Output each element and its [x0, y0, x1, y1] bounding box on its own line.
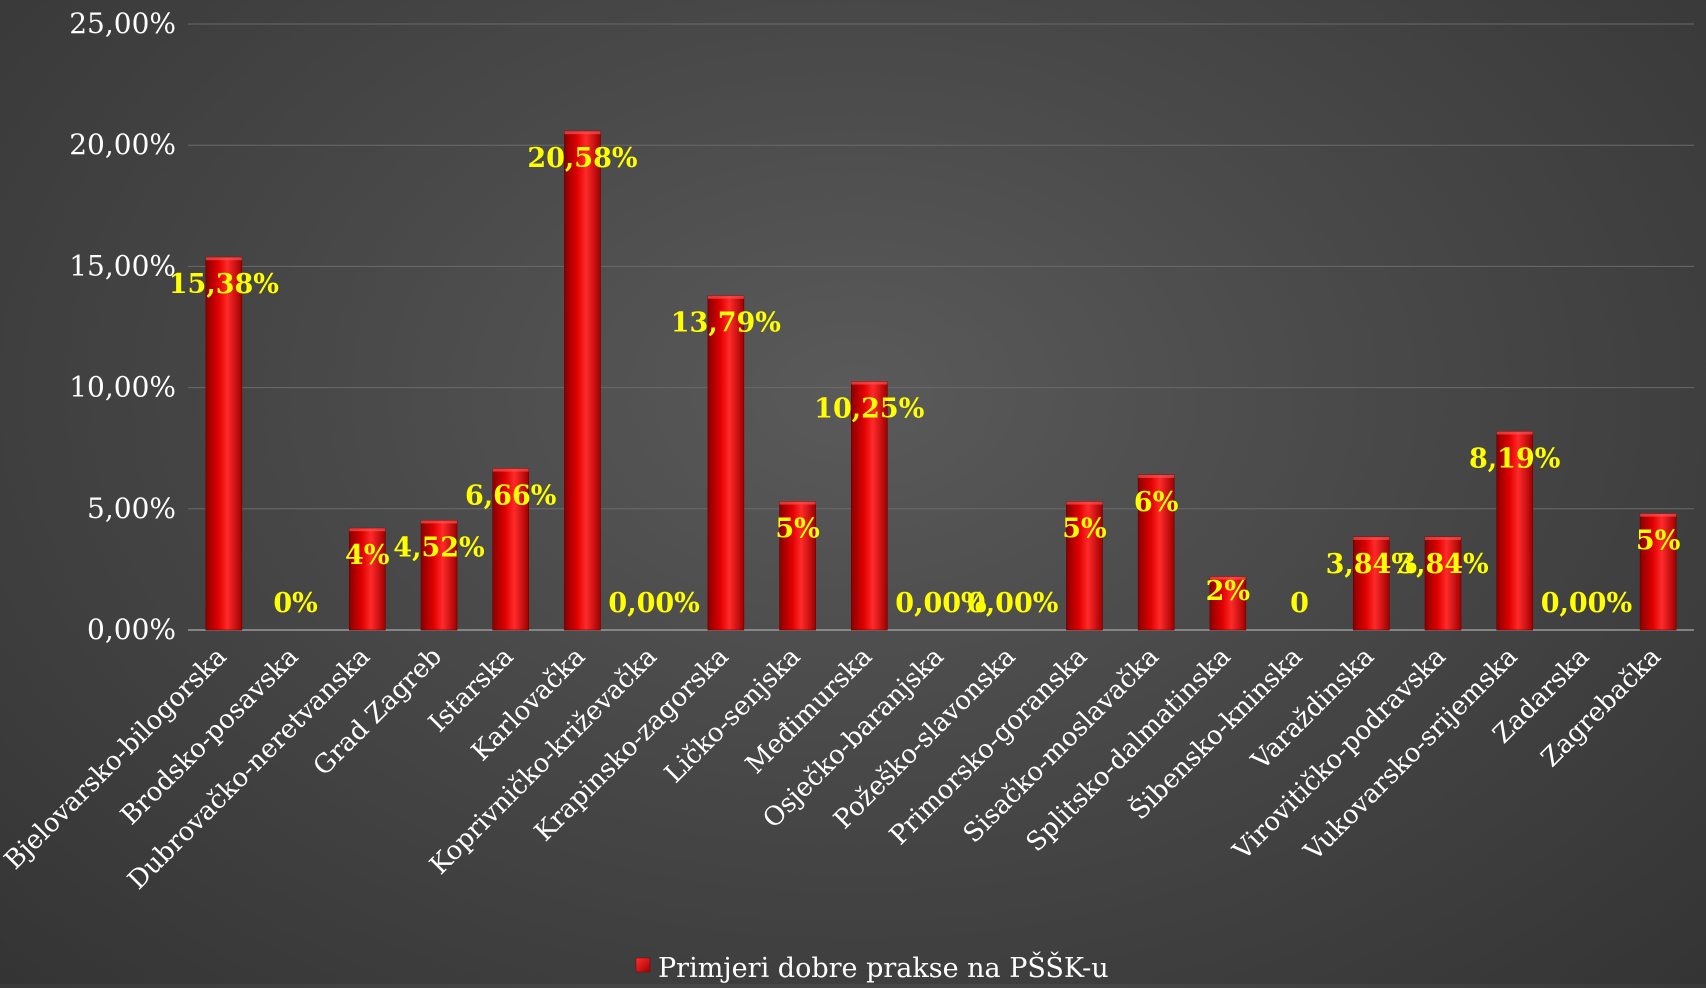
- x-tick-label: Varaždinska: [1245, 642, 1380, 777]
- data-label: 0,00%: [895, 588, 986, 619]
- data-label: 15,38%: [169, 269, 279, 300]
- x-tick-label: Međimurska: [740, 642, 878, 780]
- bar-top-highlight: [1066, 501, 1103, 505]
- data-label: 4%: [345, 540, 389, 571]
- bar: [707, 295, 745, 631]
- data-labels: 15,38% 0% 4% 4,52% 6,66% 20,58% 0,00% 13,79% 5% 1…: [169, 143, 1681, 619]
- data-label: 20,58%: [527, 143, 637, 174]
- bar: [564, 130, 601, 631]
- bar: [1639, 513, 1677, 631]
- bar: [492, 468, 530, 631]
- bar-top-highlight: [564, 131, 601, 135]
- bar: [1496, 431, 1534, 631]
- bar-top-highlight: [1138, 474, 1175, 478]
- bar-top-highlight: [851, 381, 888, 385]
- bar: [850, 381, 888, 631]
- legend-swatch: [635, 957, 651, 973]
- data-label: 3,84%: [1397, 549, 1488, 580]
- x-axis: Bjelovarsko-bilogorskaBrodsko-posavskaDu…: [0, 640, 1667, 895]
- data-label: 0,00%: [1541, 588, 1632, 619]
- bar-top-highlight: [1496, 431, 1533, 435]
- legend: Primjeri dobre prakse na PŠŠK-u: [635, 950, 1109, 984]
- bar-top-highlight: [205, 257, 242, 261]
- bars: [205, 130, 1677, 631]
- y-tick-label: 5,00%: [87, 492, 176, 525]
- data-label: 0,00%: [967, 588, 1058, 619]
- data-label: 5%: [1062, 514, 1106, 545]
- y-tick-label: 10,00%: [69, 371, 176, 404]
- bar: [348, 527, 386, 631]
- data-label: 3,84%: [1326, 549, 1417, 580]
- bar: [1209, 576, 1247, 631]
- bar: [1424, 536, 1462, 631]
- bar-top-highlight: [1209, 576, 1246, 580]
- data-label: 0: [1290, 588, 1309, 619]
- data-label: 5%: [775, 514, 819, 545]
- bar: [205, 256, 243, 631]
- y-tick-label: 15,00%: [69, 249, 176, 282]
- bar: [1066, 501, 1103, 631]
- bar: [1137, 474, 1175, 631]
- data-label: 4,52%: [393, 532, 484, 563]
- data-label: 8,19%: [1469, 443, 1560, 474]
- y-tick-label: 20,00%: [69, 128, 176, 161]
- data-label: 0%: [273, 588, 317, 619]
- bar-top-highlight: [1353, 536, 1390, 540]
- bar-top-highlight: [707, 295, 744, 299]
- bar-top-highlight: [421, 520, 457, 524]
- data-label: 6,66%: [465, 481, 556, 512]
- data-label: 0,00%: [608, 588, 699, 619]
- data-label: 6%: [1134, 487, 1178, 518]
- bar-top-highlight: [349, 528, 386, 532]
- bar: [1352, 536, 1390, 631]
- data-label: 10,25%: [814, 394, 924, 425]
- y-tick-label: 25,00%: [69, 7, 176, 40]
- data-label: 13,79%: [671, 308, 781, 339]
- data-label: 2%: [1206, 576, 1250, 607]
- bar-top-highlight: [1425, 536, 1461, 540]
- y-axis: 0,00% 5,00% 10,00% 15,00% 20,00% 25,00%: [69, 7, 176, 646]
- bar-top-highlight: [1640, 513, 1677, 517]
- legend-label: Primjeri dobre prakse na PŠŠK-u: [658, 950, 1109, 984]
- bar-top-highlight: [779, 501, 816, 505]
- bar-top-highlight: [492, 468, 529, 472]
- y-tick-label: 0,00%: [87, 613, 176, 646]
- bar: [420, 520, 458, 631]
- data-label: 5%: [1636, 526, 1680, 557]
- x-tick-label: Grad Zagreb: [308, 642, 448, 782]
